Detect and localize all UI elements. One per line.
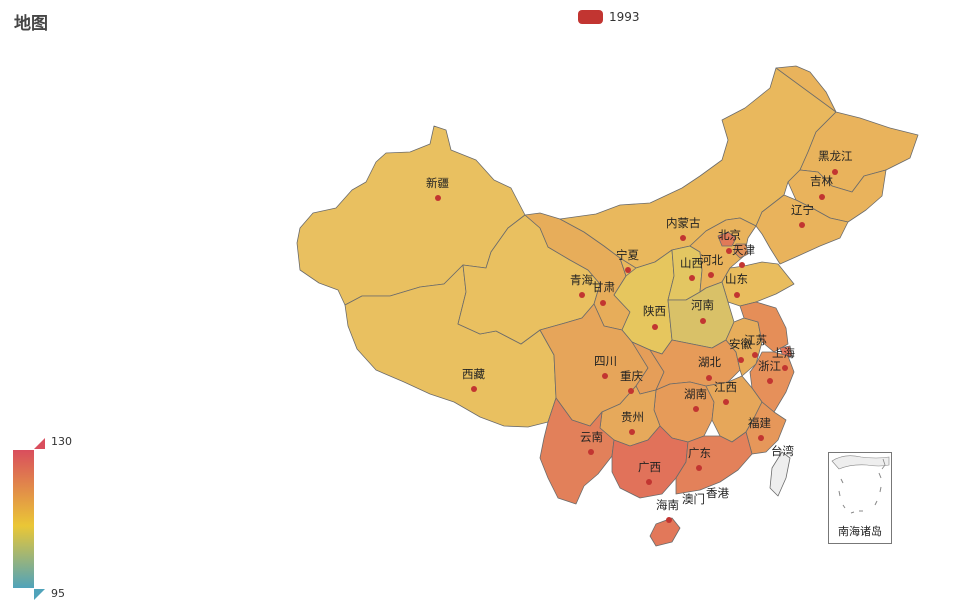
- province-label-24: 江西: [714, 380, 737, 394]
- visual-map-max-label: 130: [51, 435, 72, 448]
- province-marker-18[interactable]: [706, 375, 712, 381]
- province-label-7: 辽宁: [791, 203, 814, 217]
- province-label-22: 浙江: [758, 359, 781, 373]
- province-marker-21[interactable]: [782, 365, 788, 371]
- province-label-28: 广西: [638, 460, 661, 474]
- province-marker-27[interactable]: [588, 449, 594, 455]
- province-marker-7[interactable]: [799, 222, 805, 228]
- legend-swatch[interactable]: [578, 10, 603, 24]
- province-marker-25[interactable]: [758, 435, 764, 441]
- province-marker-6[interactable]: [819, 194, 825, 200]
- province-25[interactable]: [745, 401, 787, 455]
- province-29[interactable]: [675, 431, 753, 495]
- province-label-17: 重庆: [620, 369, 643, 383]
- province-label-4: 内蒙古: [666, 216, 701, 230]
- province-27[interactable]: [539, 397, 615, 505]
- province-label-18: 湖北: [698, 355, 721, 369]
- province-marker-16[interactable]: [602, 373, 608, 379]
- province-marker-30[interactable]: [666, 517, 672, 523]
- province-marker-23[interactable]: [693, 406, 699, 412]
- province-label-30: 海南: [656, 498, 679, 512]
- province-marker-22[interactable]: [767, 378, 773, 384]
- south-china-sea-islands: [831, 455, 890, 514]
- province-label-2: 青海: [570, 273, 593, 287]
- visual-map-min-label: 95: [51, 587, 65, 600]
- province-label-1: 西藏: [462, 367, 485, 381]
- province-marker-3[interactable]: [600, 300, 606, 306]
- province-marker-13[interactable]: [739, 262, 745, 268]
- province-label-27: 云南: [580, 430, 603, 444]
- legend[interactable]: 1993: [578, 9, 640, 25]
- province-31[interactable]: [769, 451, 791, 497]
- province-label-21: 上海: [772, 346, 795, 360]
- province-marker-9[interactable]: [652, 324, 658, 330]
- legend-label[interactable]: 1993: [609, 10, 640, 24]
- province-marker-26[interactable]: [629, 429, 635, 435]
- province-marker-17[interactable]: [628, 388, 634, 394]
- province-13[interactable]: [733, 243, 749, 259]
- province-marker-5[interactable]: [832, 169, 838, 175]
- province-12[interactable]: [717, 231, 737, 247]
- province-marker-0[interactable]: [435, 195, 441, 201]
- province-marker-19[interactable]: [738, 357, 744, 363]
- visual-map-min-handle[interactable]: [34, 589, 45, 600]
- province-marker-1[interactable]: [471, 386, 477, 392]
- province-label-12: 北京: [718, 228, 741, 242]
- province-marker-15[interactable]: [700, 318, 706, 324]
- province-label-9: 陕西: [643, 304, 666, 318]
- province-marker-8[interactable]: [625, 267, 631, 273]
- province-marker-14[interactable]: [734, 292, 740, 298]
- province-19[interactable]: [725, 317, 763, 377]
- province-11[interactable]: [689, 217, 757, 293]
- province-marker-10[interactable]: [689, 275, 695, 281]
- province-marker-28[interactable]: [646, 479, 652, 485]
- province-label-33: 澳门: [682, 492, 705, 506]
- province-label-0: 新疆: [426, 176, 449, 190]
- inset-label: 南海诸岛: [838, 525, 882, 538]
- visual-map[interactable]: 130 95: [13, 435, 83, 608]
- visual-map-gradient-bar[interactable]: [13, 450, 34, 588]
- province-label-32: 香港: [706, 486, 729, 500]
- province-30[interactable]: [649, 517, 681, 547]
- province-label-16: 四川: [594, 354, 617, 368]
- province-marker-29[interactable]: [696, 465, 702, 471]
- province-label-6: 吉林: [810, 174, 833, 188]
- province-label-5: 黑龙江: [818, 149, 853, 163]
- province-label-14: 山东: [725, 272, 748, 286]
- province-marker-2[interactable]: [579, 292, 585, 298]
- province-label-23: 湖南: [684, 387, 707, 401]
- province-label-11: 河北: [700, 253, 723, 267]
- south-china-sea-inset: 南海诸岛: [828, 452, 892, 544]
- province-marker-12[interactable]: [726, 248, 732, 254]
- visual-map-max-handle[interactable]: [34, 438, 45, 449]
- province-label-31: 台湾: [771, 444, 794, 458]
- province-label-13: 天津: [732, 243, 755, 257]
- province-label-15: 河南: [691, 298, 714, 312]
- province-label-26: 贵州: [621, 410, 644, 424]
- province-label-29: 广东: [688, 446, 711, 460]
- province-label-20: 江苏: [744, 333, 767, 347]
- province-7[interactable]: [755, 194, 849, 265]
- province-marker-24[interactable]: [723, 399, 729, 405]
- province-label-10: 山西: [680, 256, 703, 270]
- chart-title: 地图: [14, 14, 48, 34]
- province-label-3: 甘肃: [592, 280, 615, 294]
- province-label-8: 宁夏: [616, 248, 639, 262]
- province-marker-20[interactable]: [752, 352, 758, 358]
- province-marker-11[interactable]: [708, 272, 714, 278]
- province-label-25: 福建: [748, 416, 771, 430]
- province-label-19: 安徽: [729, 337, 752, 351]
- province-marker-4[interactable]: [680, 235, 686, 241]
